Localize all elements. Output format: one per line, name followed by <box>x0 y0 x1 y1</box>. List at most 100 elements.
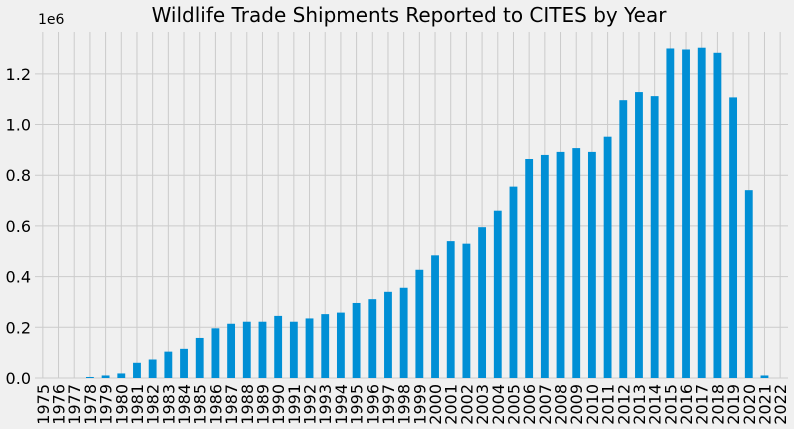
x-tick-label: 2005 <box>504 384 523 425</box>
x-tick-label: 1996 <box>363 384 382 425</box>
bar <box>744 190 753 378</box>
bar <box>289 321 298 378</box>
bar <box>227 323 236 378</box>
x-tick-label: 2012 <box>614 384 633 425</box>
x-tick-label: 1994 <box>332 384 351 425</box>
bar <box>258 321 267 378</box>
bar <box>493 210 502 378</box>
bar <box>195 337 204 378</box>
x-tick-label: 1991 <box>285 384 304 425</box>
x-tick-label: 2021 <box>755 384 774 425</box>
bar <box>525 158 534 378</box>
bar <box>619 100 628 378</box>
bar <box>666 48 675 378</box>
x-tick-label: 1981 <box>128 384 147 425</box>
x-tick-label: 1990 <box>269 384 288 425</box>
x-tick-label: 2006 <box>520 384 539 425</box>
x-tick-label: 2011 <box>599 384 618 425</box>
bar <box>431 255 439 378</box>
plot-area <box>35 32 788 379</box>
x-tick-label: 1999 <box>410 384 429 425</box>
bar <box>117 373 126 378</box>
chart-title: Wildlife Trade Shipments Reported to CIT… <box>152 3 668 27</box>
bars <box>85 47 769 379</box>
x-tick-label: 1993 <box>316 384 335 425</box>
bar <box>650 96 659 378</box>
bar <box>587 151 596 378</box>
bar <box>760 375 769 378</box>
bar <box>368 299 377 378</box>
bar <box>682 49 690 378</box>
y-tick-label: 0.8 <box>6 166 31 185</box>
x-tick-label: 2007 <box>536 384 555 425</box>
bar <box>384 291 392 378</box>
bar <box>572 148 581 378</box>
x-tick-label: 2009 <box>567 384 586 425</box>
horizontal-gridlines <box>35 73 788 379</box>
x-tick-label: 2018 <box>708 384 727 425</box>
bar <box>509 186 518 378</box>
x-tick-label: 1995 <box>348 384 367 425</box>
x-tick-label: 1998 <box>395 384 414 425</box>
x-tick-label: 2000 <box>426 384 445 425</box>
x-tick-label: 2015 <box>661 384 680 425</box>
x-tick-label: 1980 <box>112 384 131 425</box>
bar <box>399 287 408 378</box>
x-tick-label: 2010 <box>583 384 602 425</box>
bar <box>603 136 612 378</box>
x-tick-label: 2002 <box>457 384 476 425</box>
bar <box>305 318 314 378</box>
x-tick-label: 1988 <box>238 384 257 425</box>
bar <box>462 243 471 378</box>
x-tick-label: 1997 <box>379 384 398 425</box>
y-tick-label: 0.2 <box>6 318 31 337</box>
y-tick-label: 1.2 <box>6 65 31 84</box>
bar <box>556 151 565 378</box>
x-tick-label: 1976 <box>50 384 69 425</box>
x-tick-label: 1989 <box>253 384 272 425</box>
x-tick-label: 1985 <box>191 384 210 425</box>
bar <box>242 321 251 378</box>
y-tick-label: 0.0 <box>6 369 31 388</box>
x-tick-label: 1983 <box>159 384 178 425</box>
x-tick-label: 1984 <box>175 384 194 425</box>
bar <box>352 302 361 378</box>
bar <box>148 359 157 378</box>
x-tick-label: 2001 <box>442 384 461 425</box>
bar <box>713 52 722 379</box>
x-tick-label: 1975 <box>34 384 53 425</box>
x-tick-label: 1986 <box>206 384 225 425</box>
x-tick-label: 2020 <box>740 384 759 425</box>
x-tick-label: 2019 <box>724 384 743 425</box>
bar <box>336 312 345 378</box>
y-tick-label: 1.0 <box>6 116 31 135</box>
bar <box>321 314 330 378</box>
bar <box>101 375 110 378</box>
x-tick-label: 2003 <box>473 384 492 425</box>
x-tick-label: 2022 <box>771 384 790 425</box>
y-tick-label: 0.4 <box>6 268 31 287</box>
bar <box>164 351 173 378</box>
bar <box>446 241 455 378</box>
bar <box>85 376 94 378</box>
x-tick-label: 1978 <box>81 384 100 425</box>
x-axis-ticks: 1975197619771978197919801981198219831984… <box>34 384 790 425</box>
x-tick-label: 2016 <box>677 384 696 425</box>
y-tick-label: 0.6 <box>6 217 31 236</box>
x-tick-label: 1982 <box>144 384 163 425</box>
x-tick-label: 2013 <box>630 384 649 425</box>
bar <box>180 348 188 378</box>
x-tick-label: 2004 <box>489 384 508 425</box>
x-tick-label: 1992 <box>301 384 320 425</box>
bar <box>133 362 141 378</box>
x-tick-label: 2008 <box>552 384 571 425</box>
bar <box>729 97 738 379</box>
x-tick-label: 1979 <box>97 384 116 425</box>
bar <box>478 227 487 378</box>
bar <box>274 315 283 378</box>
bar <box>635 92 643 379</box>
y-axis-offset-label: 1e6 <box>38 12 65 28</box>
x-tick-label: 2014 <box>646 384 665 425</box>
x-tick-label: 1987 <box>222 384 241 425</box>
